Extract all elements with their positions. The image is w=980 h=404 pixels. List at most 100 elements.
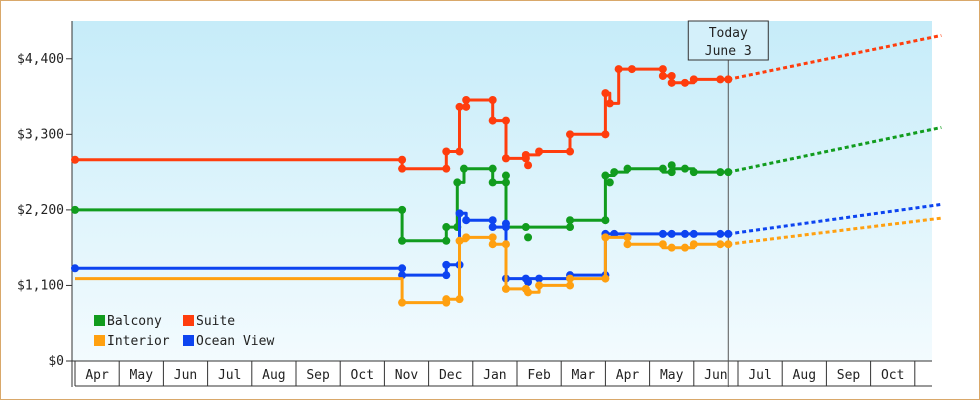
- data-point-ocean-view: [488, 216, 497, 225]
- legend-swatch: [94, 335, 105, 346]
- data-point-suite: [716, 75, 725, 84]
- data-point-balcony: [610, 168, 619, 177]
- month-label: Aug: [262, 368, 285, 383]
- data-point-balcony: [689, 168, 698, 177]
- data-point-balcony: [601, 171, 610, 180]
- data-point-suite: [488, 95, 497, 104]
- data-point-balcony: [71, 205, 79, 214]
- data-point-suite: [501, 154, 510, 163]
- series-ocean-view: [71, 202, 942, 287]
- data-point-interior: [462, 233, 471, 242]
- month-label: Nov: [395, 368, 419, 383]
- y-tick-label: $3,300: [17, 127, 64, 142]
- data-point-interior: [716, 240, 725, 249]
- data-point-balcony: [442, 223, 451, 232]
- data-point-balcony: [453, 178, 462, 187]
- data-point-interior: [566, 274, 575, 283]
- month-label: Oct: [351, 368, 374, 383]
- month-label: Jun: [704, 368, 727, 383]
- forecast-line-balcony: [727, 125, 942, 174]
- today-label: Today: [709, 26, 748, 41]
- month-label: Mar: [572, 368, 596, 383]
- month-label: Oct: [881, 368, 904, 383]
- data-point-balcony: [501, 171, 510, 180]
- forecast-line-suite: [727, 33, 942, 81]
- data-point-suite: [501, 116, 510, 125]
- data-point-ocean-view: [716, 229, 725, 238]
- data-point-ocean-view: [442, 271, 451, 280]
- data-point-suite: [488, 116, 497, 125]
- data-point-balcony: [680, 164, 689, 173]
- data-point-ocean-view: [398, 264, 407, 273]
- data-point-suite: [442, 164, 451, 173]
- month-label: May: [660, 368, 684, 383]
- today-marker: Today June 3: [687, 20, 769, 387]
- legend-label: Ocean View: [196, 334, 274, 349]
- legend-label: Balcony: [107, 314, 162, 329]
- y-axis: $0 $1,100 $2,200 $3,300 $4,400: [17, 21, 73, 387]
- data-point-balcony: [724, 168, 733, 177]
- legend-label: Suite: [196, 314, 235, 329]
- data-point-balcony: [488, 178, 497, 187]
- month-label: Sep: [837, 368, 861, 383]
- data-point-interior: [501, 284, 510, 293]
- legend-swatch: [183, 315, 194, 326]
- data-point-balcony: [398, 236, 407, 245]
- data-point-balcony: [623, 164, 632, 173]
- y-tick-label: $4,400: [17, 52, 64, 67]
- month-label: Jan: [483, 368, 506, 383]
- data-point-interior: [566, 281, 575, 290]
- data-point-suite: [658, 65, 667, 74]
- data-point-interior: [455, 236, 464, 245]
- data-point-interior: [535, 281, 544, 290]
- month-label: Feb: [527, 368, 551, 383]
- plot-area: [72, 21, 932, 361]
- legend-swatch: [183, 335, 194, 346]
- data-point-ocean-view: [535, 274, 544, 283]
- data-point-suite: [601, 130, 610, 139]
- today-date: June 3: [705, 44, 752, 59]
- forecast-line-interior: [728, 216, 942, 246]
- data-point-suite: [566, 147, 575, 156]
- data-point-balcony: [442, 236, 451, 245]
- data-point-interior: [398, 298, 407, 307]
- data-point-ocean-view: [689, 229, 698, 238]
- data-point-suite: [521, 150, 530, 159]
- data-point-suite: [442, 147, 451, 156]
- data-point-interior: [724, 240, 733, 249]
- month-label: Jul: [218, 368, 241, 383]
- data-point-balcony: [521, 223, 530, 232]
- data-point-suite: [398, 164, 407, 173]
- data-point-ocean-view: [724, 229, 733, 238]
- y-tick-label: $2,200: [17, 203, 64, 218]
- data-point-interior: [455, 295, 464, 304]
- data-point-suite: [680, 78, 689, 87]
- data-point-balcony: [566, 216, 575, 225]
- month-label: Apr: [616, 368, 640, 383]
- legend: Balcony Suite Interior Ocean View: [94, 314, 274, 349]
- legend-swatch: [94, 315, 105, 326]
- data-point-suite: [462, 95, 471, 104]
- series-suite: [71, 33, 942, 173]
- data-point-balcony: [667, 168, 676, 177]
- data-point-suite: [605, 99, 614, 108]
- month-label: May: [130, 368, 154, 383]
- data-point-ocean-view: [442, 260, 451, 269]
- data-point-suite: [455, 102, 464, 111]
- x-axis: Apr May Jun Jul Aug Sep Oct Nov Dec Jan Feb Mar Apr M…: [72, 360, 932, 387]
- month-label: Aug: [793, 368, 816, 383]
- today-box: [687, 20, 769, 61]
- data-point-balcony: [658, 164, 667, 173]
- forecast-line-ocean-view: [728, 202, 942, 236]
- series-lines: [71, 33, 942, 307]
- data-point-suite: [689, 75, 698, 84]
- data-point-suite: [462, 102, 471, 111]
- data-point-balcony: [398, 205, 407, 214]
- data-point-ocean-view: [462, 216, 471, 225]
- data-point-suite: [71, 155, 79, 164]
- data-point-interior: [488, 240, 497, 249]
- data-point-suite: [398, 155, 407, 164]
- data-point-suite: [601, 89, 610, 98]
- data-point-balcony: [716, 168, 725, 177]
